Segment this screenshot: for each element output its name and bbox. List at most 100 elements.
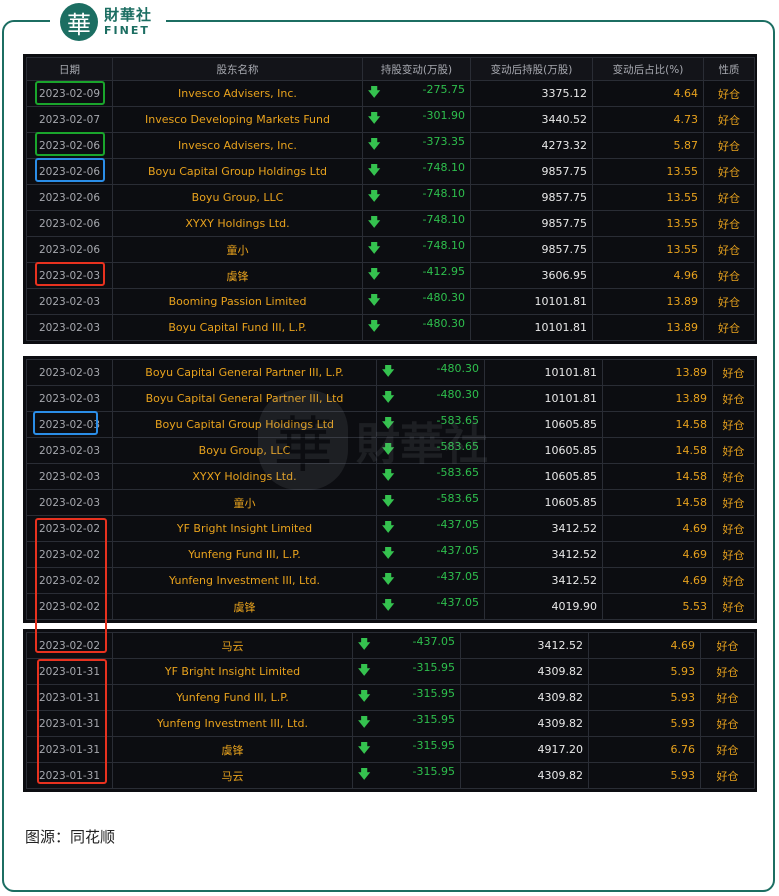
after-holding-cell: 3606.95	[470, 262, 593, 289]
date-cell: 2023-01-31	[26, 762, 113, 789]
pct-cell: 6.76	[588, 736, 701, 763]
nature-cell: 好仓	[712, 463, 755, 490]
change-cell: 🡇 -275.75	[362, 80, 471, 107]
down-arrow-icon: 🡇	[368, 163, 381, 177]
col-header-pct[interactable]: 变动后占比(%)	[592, 57, 704, 81]
holder-name-cell: Boyu Capital General Partner III, Ltd	[112, 385, 377, 412]
change-value: -437.05	[436, 596, 479, 609]
table-row[interactable]: 2023-02-02 Yunfeng Fund III, L.P. 🡇 -437.05…	[26, 541, 755, 568]
table-row[interactable]: 2023-02-03 Booming Passion Limited 🡇 -480.3…	[26, 288, 755, 315]
table-row[interactable]: 2023-02-03 童小 🡇 -583.65 10605.85 14.58 好仓	[26, 489, 755, 516]
col-header-nature[interactable]: 性质	[703, 57, 755, 81]
down-arrow-icon: 🡇	[368, 85, 381, 99]
table-row[interactable]: 2023-02-09 Invesco Advisers, Inc. 🡇 -275.75…	[26, 80, 755, 107]
holder-name-cell: Yunfeng Investment III, Ltd.	[112, 567, 377, 594]
after-holding-cell: 4309.82	[460, 762, 589, 789]
col-header-date[interactable]: 日期	[26, 57, 113, 81]
date-cell: 2023-02-06	[26, 210, 113, 237]
table-row[interactable]: 2023-02-03 虞锋 🡇 -412.95 3606.95 4.96 好仓	[26, 262, 755, 289]
table-row[interactable]: 2023-02-06 童小 🡇 -748.10 9857.75 13.55 好仓	[26, 236, 755, 263]
table-row[interactable]: 2023-02-03 XYXY Holdings Ltd. 🡇 -583.65 1060…	[26, 463, 755, 490]
holder-name-cell: Boyu Capital Group Holdings Ltd	[112, 411, 377, 438]
after-holding-cell: 4273.32	[470, 132, 593, 159]
holder-name-cell: Invesco Developing Markets Fund	[112, 106, 363, 133]
col-header-change[interactable]: 持股变动(万股)	[362, 57, 471, 81]
pct-cell: 13.89	[592, 288, 704, 315]
down-arrow-icon: 🡇	[382, 520, 395, 534]
down-arrow-icon: 🡇	[358, 741, 371, 755]
col-header-holder[interactable]: 股东名称	[112, 57, 363, 81]
change-cell: 🡇 -437.05	[376, 515, 485, 542]
down-arrow-icon: 🡇	[368, 137, 381, 151]
shareholding-table-2: 2023-02-03 Boyu Capital General Partner I…	[23, 356, 757, 623]
table-row[interactable]: 2023-02-03 Boyu Capital General Partner I…	[26, 385, 755, 412]
holder-name-cell: YF Bright Insight Limited	[112, 515, 377, 542]
after-holding-cell: 4917.20	[460, 736, 589, 763]
table-row[interactable]: 2023-02-03 Boyu Capital Group Holdings Lt…	[26, 411, 755, 438]
holder-name-cell: 马云	[112, 632, 353, 659]
change-cell: 🡇 -748.10	[362, 184, 471, 211]
col-header-after[interactable]: 变动后持股(万股)	[470, 57, 593, 81]
holder-name-cell: Boyu Capital Fund III, L.P.	[112, 314, 363, 341]
table-row[interactable]: 2023-02-06 Invesco Advisers, Inc. 🡇 -373.35…	[26, 132, 755, 159]
highlight-box-red	[37, 659, 107, 784]
change-cell: 🡇 -437.05	[376, 541, 485, 568]
change-value: -583.65	[436, 414, 479, 427]
down-arrow-icon: 🡇	[382, 442, 395, 456]
holder-name-cell: 童小	[112, 236, 363, 263]
change-cell: 🡇 -480.30	[376, 385, 485, 412]
pct-cell: 4.69	[602, 541, 713, 568]
down-arrow-icon: 🡇	[358, 637, 371, 651]
change-cell: 🡇 -437.05	[376, 567, 485, 594]
table-row[interactable]: 2023-02-03 Boyu Group, LLC 🡇 -583.65 10605.8…	[26, 437, 755, 464]
date-cell: 2023-01-31	[26, 658, 113, 685]
table-row[interactable]: 2023-02-07 Invesco Developing Markets Fun…	[26, 106, 755, 133]
after-holding-cell: 10101.81	[470, 288, 593, 315]
change-value: -315.95	[412, 739, 455, 752]
down-arrow-icon: 🡇	[382, 572, 395, 586]
date-cell: 2023-02-06	[26, 236, 113, 263]
down-arrow-icon: 🡇	[358, 715, 371, 729]
table-row[interactable]: 2023-02-02 Yunfeng Investment III, Ltd. 🡇 -…	[26, 567, 755, 594]
change-value: -412.95	[422, 265, 465, 278]
nature-cell: 好仓	[712, 541, 755, 568]
date-cell: 2023-02-03	[26, 288, 113, 315]
logo-en-text: FINET	[104, 24, 150, 37]
nature-cell: 好仓	[712, 437, 755, 464]
down-arrow-icon: 🡇	[368, 293, 381, 307]
change-value: -373.35	[422, 135, 465, 148]
after-holding-cell: 10101.81	[470, 314, 593, 341]
pct-cell: 13.55	[592, 210, 704, 237]
highlight-box-red	[35, 262, 105, 286]
pct-cell: 4.96	[592, 262, 704, 289]
nature-cell: 好仓	[703, 314, 755, 341]
nature-cell: 好仓	[703, 262, 755, 289]
table-row[interactable]: 2023-01-31 Yunfeng Fund III, L.P. 🡇 -315.95…	[26, 684, 755, 711]
table-row[interactable]: 2023-01-31 YF Bright Insight Limited 🡇 -315…	[26, 658, 755, 685]
change-cell: 🡇 -583.65	[376, 411, 485, 438]
table-row[interactable]: 2023-01-31 马云 🡇 -315.95 4309.82 5.93 好仓	[26, 762, 755, 789]
table-row[interactable]: 2023-02-06 Boyu Capital Group Holdings Lt…	[26, 158, 755, 185]
finet-logo: 華 財華社 FINET	[50, 0, 166, 44]
table-row[interactable]: 2023-02-02 YF Bright Insight Limited 🡇 -437…	[26, 515, 755, 542]
table-row[interactable]: 2023-01-31 虞锋 🡇 -315.95 4917.20 6.76 好仓	[26, 736, 755, 763]
table-row[interactable]: 2023-02-06 XYXY Holdings Ltd. 🡇 -748.10 9857…	[26, 210, 755, 237]
change-cell: 🡇 -301.90	[362, 106, 471, 133]
table-row[interactable]: 2023-02-02 虞锋 🡇 -437.05 4019.90 5.53 好仓	[26, 593, 755, 620]
after-holding-cell: 10605.85	[484, 489, 603, 516]
after-holding-cell: 10605.85	[484, 463, 603, 490]
nature-cell: 好仓	[712, 385, 755, 412]
table-row[interactable]: 2023-02-02 马云 🡇 -437.05 3412.52 4.69 好仓	[26, 632, 755, 659]
table-row[interactable]: 2023-02-06 Boyu Group, LLC 🡇 -748.10 9857.75…	[26, 184, 755, 211]
nature-cell: 好仓	[703, 184, 755, 211]
nature-cell: 好仓	[700, 762, 755, 789]
table-row[interactable]: 2023-01-31 Yunfeng Investment III, Ltd. 🡇 -…	[26, 710, 755, 737]
table-row[interactable]: 2023-02-03 Boyu Capital Fund III, L.P. 🡇 -4…	[26, 314, 755, 341]
after-holding-cell: 9857.75	[470, 184, 593, 211]
change-cell: 🡇 -437.05	[376, 593, 485, 620]
pct-cell: 4.73	[592, 106, 704, 133]
date-cell: 2023-02-03	[26, 463, 113, 490]
table-row[interactable]: 2023-02-03 Boyu Capital General Partner I…	[26, 359, 755, 386]
nature-cell: 好仓	[703, 80, 755, 107]
change-cell: 🡇 -748.10	[362, 158, 471, 185]
